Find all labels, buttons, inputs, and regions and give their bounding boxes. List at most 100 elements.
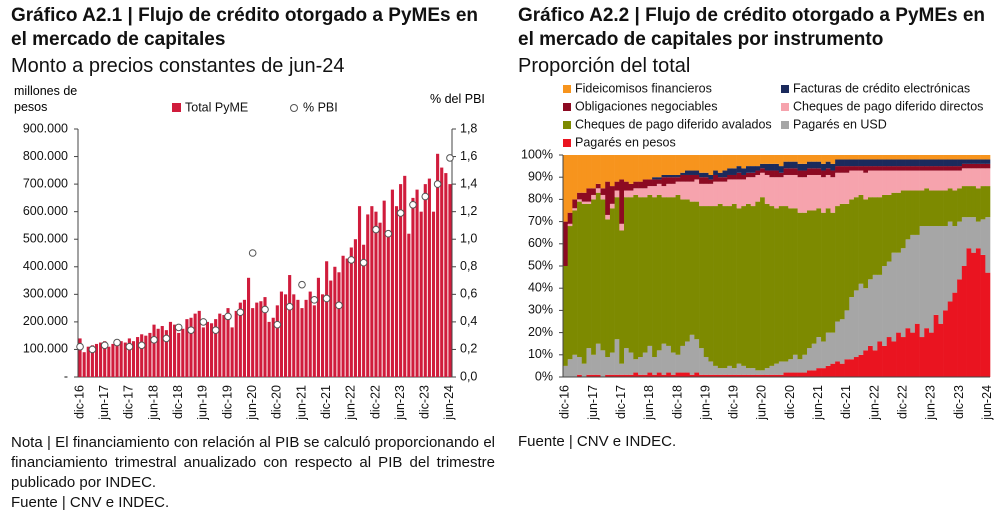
bar-segment xyxy=(797,359,803,373)
bar-segment xyxy=(830,212,836,333)
bar-segment xyxy=(708,183,714,207)
bar-segment xyxy=(938,226,944,324)
bar-segment xyxy=(919,337,925,377)
bar-segment xyxy=(797,372,803,377)
yticks-label: 800.000 xyxy=(23,149,68,163)
bar-segment xyxy=(713,206,719,366)
bar-segment xyxy=(905,159,911,167)
bar-segment xyxy=(966,159,972,164)
bar-segment xyxy=(609,203,615,209)
bar-segment xyxy=(947,166,953,171)
bar-segment xyxy=(741,174,747,180)
bar-segment xyxy=(717,368,723,375)
bar-segment xyxy=(914,155,920,160)
legend-label: Pagarés en pesos xyxy=(575,135,676,149)
dot xyxy=(150,336,158,344)
dot xyxy=(396,209,405,217)
bar-segment xyxy=(755,170,761,175)
bar-segment xyxy=(872,274,878,351)
bar-segment xyxy=(971,217,977,253)
bar-segment xyxy=(722,170,728,178)
y2ticks-label: 1,4 xyxy=(460,176,477,190)
bar-segment xyxy=(581,203,587,364)
bar-segment xyxy=(581,155,587,193)
bar-segment xyxy=(689,155,695,171)
bar-segment xyxy=(605,357,611,375)
bar-segment xyxy=(778,374,784,377)
bar-segment xyxy=(849,170,855,200)
bar-segment xyxy=(910,155,916,160)
bar-segment xyxy=(591,188,597,195)
bar-segment xyxy=(952,292,958,377)
bar-segment xyxy=(802,170,808,178)
bar-segment xyxy=(811,174,817,211)
dot xyxy=(298,280,306,289)
bar-segment xyxy=(638,357,644,375)
legend-marker xyxy=(290,104,298,112)
bar-segment xyxy=(675,372,681,377)
bar-segment xyxy=(731,368,737,375)
bar-segment xyxy=(971,252,977,377)
y2ticks-label: 0,6 xyxy=(460,287,477,301)
bar-segment xyxy=(816,168,822,175)
bar-segment xyxy=(891,252,897,342)
x-tick-label: dic-21 xyxy=(319,385,333,419)
bar-segment xyxy=(952,159,958,167)
bar-segment xyxy=(633,181,639,189)
bar-segment xyxy=(741,179,747,207)
dot xyxy=(433,180,442,188)
bar-segment xyxy=(628,183,634,191)
bar-segment xyxy=(910,159,916,167)
bar-segment xyxy=(731,179,737,204)
bar-segment xyxy=(863,155,869,160)
yticks-label: 0% xyxy=(535,369,553,383)
bar-segment xyxy=(811,155,817,162)
legend-marker xyxy=(563,103,571,111)
bar xyxy=(386,233,390,377)
bar-segment xyxy=(656,183,662,195)
bar-segment xyxy=(882,155,888,160)
legend-marker xyxy=(781,121,789,129)
bar-segment xyxy=(783,155,789,162)
bar-segment xyxy=(647,194,653,346)
bar-segment xyxy=(708,361,714,375)
legend-marker xyxy=(781,103,789,111)
x-tick-label: jun-22 xyxy=(867,385,881,421)
bar-segment xyxy=(802,177,808,213)
bar-segment xyxy=(717,155,723,173)
bar-segment xyxy=(694,339,700,373)
bar-segment xyxy=(797,170,803,178)
x-tick-label: jun-22 xyxy=(344,385,358,421)
bar xyxy=(226,308,230,377)
bar-segment xyxy=(764,155,770,164)
bar-segment xyxy=(933,226,939,315)
bar-segment xyxy=(811,210,817,344)
bar-segment xyxy=(633,188,639,195)
bar-segment xyxy=(750,155,756,167)
bar-segment xyxy=(741,155,747,169)
bar-segment xyxy=(755,166,761,171)
bar-segment xyxy=(750,374,756,377)
x-tick-label: jun-21 xyxy=(294,385,308,421)
bar-segment xyxy=(666,174,672,178)
bar-segment xyxy=(689,374,695,377)
bar-segment xyxy=(947,159,953,167)
bar-segment xyxy=(821,155,827,164)
bar-segment xyxy=(595,183,601,189)
bar-segment xyxy=(661,186,667,198)
bar-segment xyxy=(755,174,761,202)
bar-segment xyxy=(778,155,784,167)
bar-segment xyxy=(985,186,991,218)
bar-segment xyxy=(774,363,780,375)
dot xyxy=(359,258,368,267)
bar-segment xyxy=(656,372,662,377)
bar-segment xyxy=(872,170,878,198)
bar-segment xyxy=(952,190,958,227)
bar-segment xyxy=(652,374,658,377)
bar xyxy=(275,305,279,377)
bar-segment xyxy=(675,155,681,175)
bar-segment xyxy=(966,248,972,377)
bar-segment xyxy=(858,354,864,377)
yticks-label: 30% xyxy=(528,303,553,317)
